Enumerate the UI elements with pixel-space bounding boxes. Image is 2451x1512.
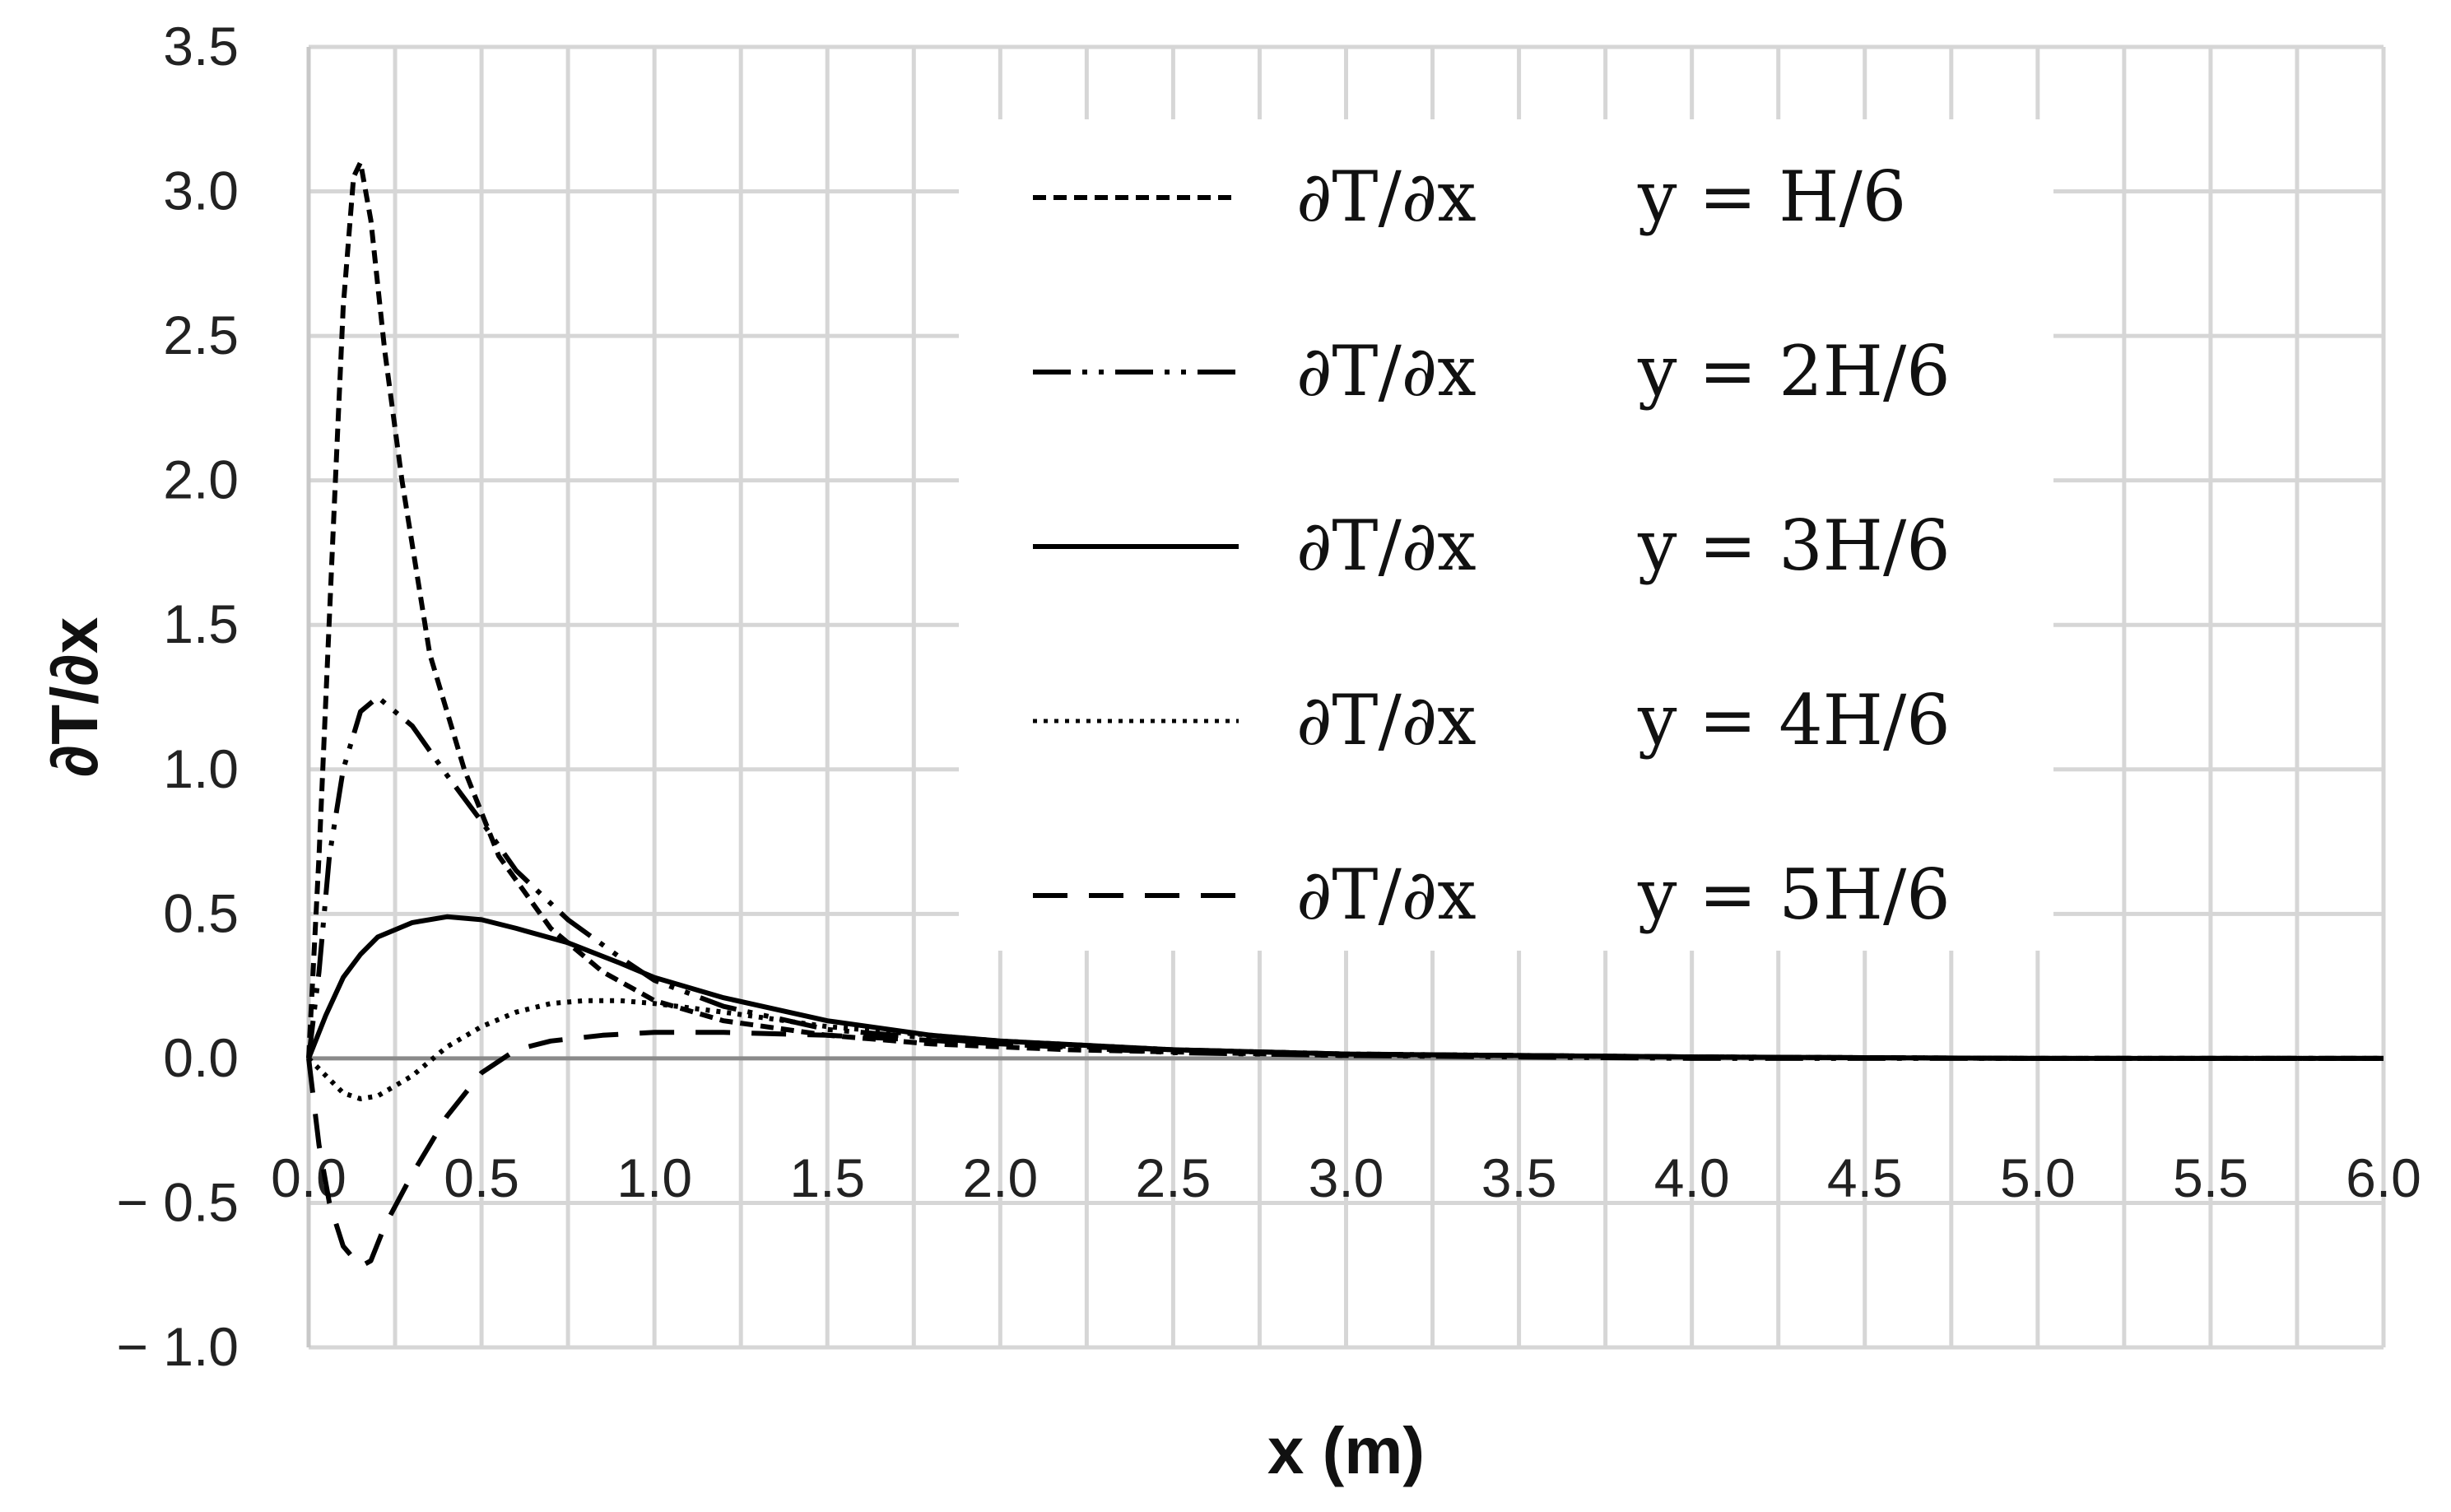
x-tick-label: 4.5 bbox=[1827, 1147, 1903, 1208]
y-tick-label: 3.0 bbox=[163, 161, 239, 221]
x-tick-label: 5.5 bbox=[2173, 1147, 2249, 1208]
y-tick-label: 2.0 bbox=[163, 449, 239, 510]
legend-series-name: ∂T/∂x bbox=[1296, 331, 1477, 412]
x-tick-label: 2.5 bbox=[1136, 1147, 1212, 1208]
legend-box bbox=[959, 119, 2053, 951]
y-tick-label: 2.5 bbox=[163, 305, 239, 365]
x-tick-label: 2.0 bbox=[962, 1147, 1038, 1208]
y-tick-label: 1.5 bbox=[163, 593, 239, 654]
x-axis-title: x (m) bbox=[1267, 1414, 1425, 1487]
y-tick-label: 0.5 bbox=[163, 882, 239, 943]
x-tick-labels: 0.0 0.5 1.0 1.5 2.0 2.5 3.0 3.5 4.0 4.5 5.0 5.5 6.0 bbox=[271, 1147, 2421, 1208]
x-tick-label: 1.0 bbox=[616, 1147, 692, 1208]
legend-series-name: ∂T/∂x bbox=[1296, 505, 1477, 586]
y-tick-label: 0.0 bbox=[163, 1027, 239, 1088]
legend-series-name: ∂T/∂x bbox=[1296, 854, 1477, 935]
legend-series-condition: y = 4H/6 bbox=[1637, 680, 1951, 761]
x-tick-label: 4.0 bbox=[1654, 1147, 1730, 1208]
x-tick-label: 5.0 bbox=[2000, 1147, 2076, 1208]
x-tick-label: 3.5 bbox=[1481, 1147, 1557, 1208]
series-lines bbox=[306, 160, 2384, 1269]
x-tick-label: 6.0 bbox=[2346, 1147, 2421, 1208]
legend-series-condition: y = H/6 bbox=[1637, 156, 1906, 237]
y-tick-label: − 0.5 bbox=[116, 1171, 239, 1232]
x-tick-label: 0.5 bbox=[444, 1147, 519, 1208]
y-tick-labels: 3.5 3.0 2.5 2.0 1.5 1.0 0.5 0.0 − 0.5 − 1.0 bbox=[116, 16, 239, 1377]
y-axis-title: ∂T/∂x bbox=[38, 617, 111, 778]
x-tick-label: 1.5 bbox=[789, 1147, 865, 1208]
legend-series-name: ∂T/∂x bbox=[1296, 156, 1477, 237]
legend-series-condition: y = 5H/6 bbox=[1637, 854, 1951, 935]
legend-series-condition: y = 3H/6 bbox=[1637, 505, 1951, 586]
legend-series-name: ∂T/∂x bbox=[1296, 680, 1477, 761]
legend-series-condition: y = 2H/6 bbox=[1637, 331, 1951, 412]
x-tick-label: 3.0 bbox=[1309, 1147, 1384, 1208]
x-tick-label: 0.0 bbox=[271, 1147, 346, 1208]
y-tick-label: − 1.0 bbox=[116, 1316, 239, 1377]
series-line-5 bbox=[306, 1030, 2384, 1269]
y-tick-label: 3.5 bbox=[163, 16, 239, 77]
y-tick-label: 1.0 bbox=[163, 738, 239, 799]
legend: ∂T/∂x y = H/6 ∂T/∂x y = 2H/6 ∂T/∂x y = 3H/6 ∂T… bbox=[959, 119, 2053, 951]
